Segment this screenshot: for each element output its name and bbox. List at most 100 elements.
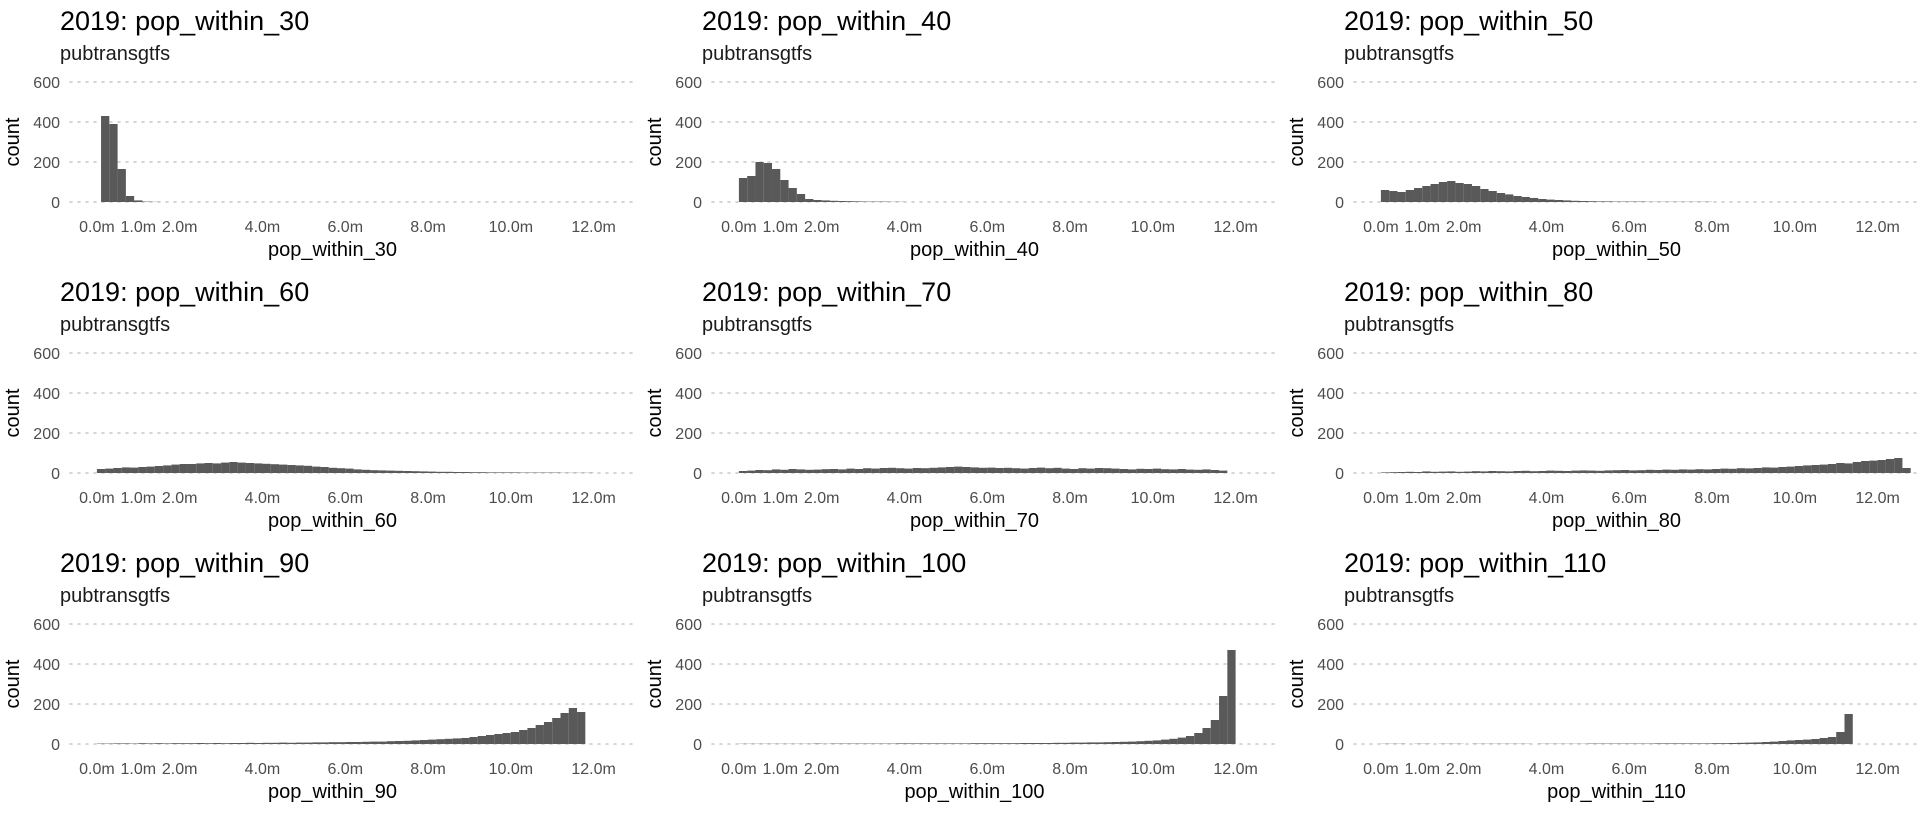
x-tick-label: 2.0m bbox=[804, 490, 840, 507]
histogram-bar bbox=[1078, 743, 1086, 744]
histogram-bar bbox=[1472, 471, 1480, 473]
histogram-bar bbox=[880, 468, 888, 473]
histogram-bar bbox=[789, 188, 797, 202]
histogram-bar bbox=[1638, 470, 1646, 473]
x-tick-label: 0.0m bbox=[721, 490, 757, 507]
histogram-bar bbox=[1455, 472, 1463, 473]
histogram-bar bbox=[337, 742, 345, 744]
histogram-bar bbox=[420, 740, 428, 744]
x-tick-label: 4.0m bbox=[245, 761, 281, 778]
histogram-bar bbox=[962, 743, 970, 744]
histogram-bar bbox=[1596, 471, 1604, 473]
x-tick-label: 8.0m bbox=[1052, 490, 1088, 507]
histogram-bar bbox=[1662, 470, 1670, 473]
histogram-bar bbox=[1128, 469, 1136, 473]
histogram-bar bbox=[1811, 465, 1819, 473]
histogram-bar bbox=[1095, 742, 1103, 744]
y-tick-label: 0 bbox=[51, 466, 60, 483]
histogram-bar bbox=[1497, 193, 1505, 202]
histogram-bar bbox=[560, 713, 568, 744]
histogram-bar bbox=[519, 730, 527, 744]
histogram-bar bbox=[780, 470, 788, 473]
histogram-bar bbox=[1762, 467, 1770, 473]
histogram-bar bbox=[1811, 739, 1819, 744]
histogram-bar bbox=[155, 466, 163, 473]
y-tick-label: 600 bbox=[675, 617, 702, 634]
histogram-bar bbox=[1194, 733, 1202, 744]
histogram-bar bbox=[822, 469, 830, 473]
histogram-bar bbox=[1505, 194, 1513, 202]
histogram-bar bbox=[1787, 467, 1795, 473]
y-tick-label: 400 bbox=[1317, 386, 1344, 403]
histogram-bar bbox=[494, 734, 502, 744]
histogram-bar bbox=[863, 468, 871, 473]
histogram-bar bbox=[1886, 459, 1894, 473]
y-axis-title: count bbox=[1286, 659, 1308, 708]
histogram-bar bbox=[847, 469, 855, 473]
histogram-bar bbox=[254, 463, 262, 473]
x-axis-title: pop_within_50 bbox=[1552, 239, 1681, 261]
histogram-bar bbox=[536, 725, 544, 744]
x-tick-label: 4.0m bbox=[887, 490, 923, 507]
histogram-bar bbox=[1745, 743, 1753, 744]
y-tick-label: 400 bbox=[33, 386, 60, 403]
y-tick-label: 200 bbox=[33, 426, 60, 443]
histogram-bar bbox=[428, 472, 436, 473]
histogram-bar bbox=[987, 468, 995, 473]
x-tick-label: 2.0m bbox=[1446, 761, 1482, 778]
histogram-bar bbox=[1729, 469, 1737, 473]
histogram-bar bbox=[238, 743, 246, 744]
histogram-bar bbox=[1580, 470, 1588, 473]
histogram-bar bbox=[764, 163, 772, 202]
histogram-bar bbox=[453, 738, 461, 744]
histogram-bar bbox=[1671, 470, 1679, 473]
histogram-bar bbox=[1480, 189, 1488, 202]
histogram-bar bbox=[134, 200, 142, 202]
histogram-bar bbox=[337, 468, 345, 473]
histogram-bar bbox=[1729, 743, 1737, 744]
y-tick-label: 0 bbox=[693, 737, 702, 754]
histogram-bar bbox=[1563, 471, 1571, 473]
histogram-bar bbox=[1654, 470, 1662, 473]
histogram-bar bbox=[1037, 468, 1045, 473]
histogram-bar bbox=[962, 467, 970, 473]
histogram-bar bbox=[486, 472, 494, 473]
x-tick-label: 6.0m bbox=[969, 219, 1005, 236]
histogram-bar bbox=[921, 743, 929, 744]
histogram-bar bbox=[1894, 458, 1902, 473]
histogram-bar bbox=[987, 743, 995, 744]
histogram-bar bbox=[1770, 468, 1778, 473]
histogram-bar bbox=[1447, 181, 1455, 202]
histogram-bar bbox=[838, 201, 846, 202]
x-tick-label: 8.0m bbox=[1694, 761, 1730, 778]
y-tick-label: 400 bbox=[33, 115, 60, 132]
histogram-bar bbox=[1795, 466, 1803, 473]
histogram-bar bbox=[739, 471, 747, 473]
histogram-bar bbox=[855, 469, 863, 473]
histogram-bar bbox=[354, 469, 362, 473]
x-tick-label: 8.0m bbox=[1052, 761, 1088, 778]
x-tick-label: 2.0m bbox=[162, 490, 198, 507]
histogram-bar bbox=[1720, 743, 1728, 744]
histogram-bar bbox=[1513, 196, 1521, 202]
histogram-bar bbox=[420, 471, 428, 473]
x-tick-label: 0.0m bbox=[721, 219, 757, 236]
histogram-bar bbox=[461, 472, 469, 473]
x-tick-label: 2.0m bbox=[804, 761, 840, 778]
histogram-bar bbox=[1861, 461, 1869, 473]
histogram-bar bbox=[163, 743, 171, 744]
histogram-bar bbox=[1111, 742, 1119, 744]
histogram-bar bbox=[805, 470, 813, 473]
histogram-bar bbox=[180, 464, 188, 473]
histogram-bar bbox=[1695, 743, 1703, 744]
histogram-bar bbox=[320, 467, 328, 473]
histogram-bar bbox=[1828, 464, 1836, 473]
y-tick-label: 600 bbox=[1317, 346, 1344, 363]
x-tick-label: 6.0m bbox=[327, 219, 363, 236]
x-tick-label: 12.0m bbox=[1855, 761, 1899, 778]
histogram-bar bbox=[1227, 650, 1235, 744]
